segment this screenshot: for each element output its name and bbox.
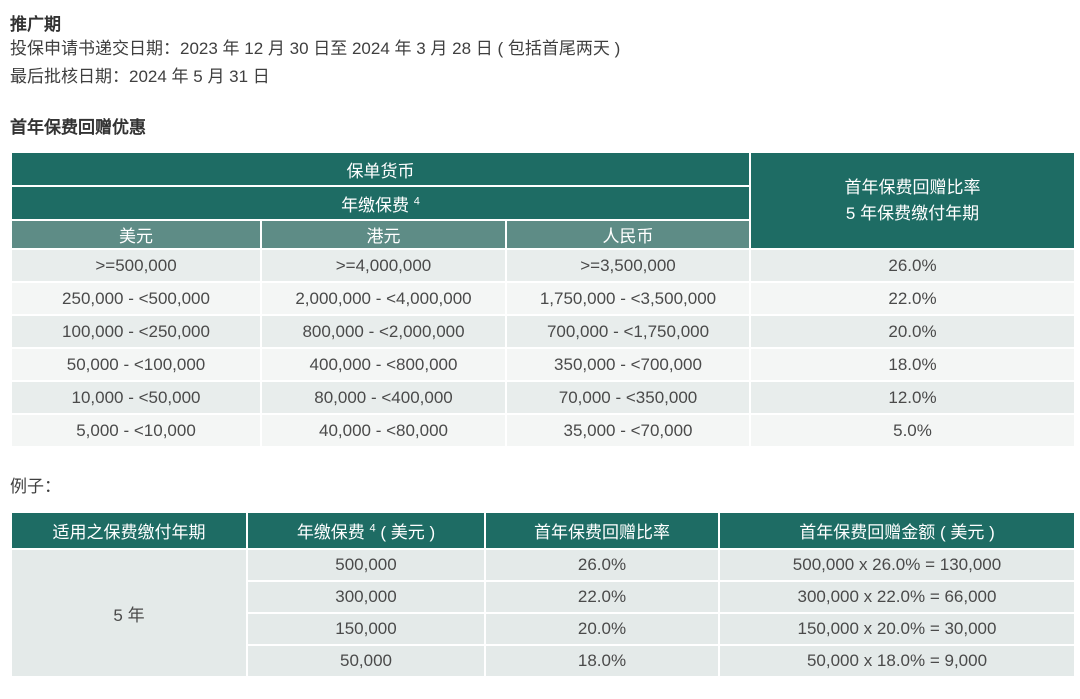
tier-cell: 250,000 - <500,000 xyxy=(10,281,262,316)
promotion-period-section: 推广期 投保申请书递交日期：2023 年 12 月 30 日至 2024 年 3… xyxy=(10,10,1072,91)
premium-tiers-body: >=500,000 >=4,000,000 >=3,500,000 26.0% 250,… xyxy=(10,248,1076,448)
rebate-offer-title: 首年保费回赠优惠 xyxy=(10,118,146,137)
example-cell: 300,000 xyxy=(246,580,486,614)
tier-cell: 18.0% xyxy=(749,347,1076,382)
annual-premium-header-row: 年缴保费 4 xyxy=(10,185,1075,221)
example-row: 300,000 22.0% 300,000 x 22.0% = 66,000 xyxy=(11,580,1076,614)
tier-row: 10,000 - <50,000 80,000 - <400,000 70,000 … xyxy=(10,380,1076,415)
example-cell: 300,000 x 22.0% = 66,000 xyxy=(718,580,1076,614)
footnote-4-marker: 4 xyxy=(369,522,376,535)
currency-subheader-row: 美元 港元 人民币 xyxy=(10,219,1075,250)
payment-term-cell: 5 年 xyxy=(10,548,248,678)
tier-cell: 2,000,000 - <4,000,000 xyxy=(260,281,507,316)
submission-date-line: 投保申请书递交日期：2023 年 12 月 30 日至 2024 年 3 月 2… xyxy=(10,39,621,58)
example-cell: 150,000 x 20.0% = 30,000 xyxy=(718,612,1076,646)
tier-cell: 12.0% xyxy=(749,380,1076,415)
example-cell: 22.0% xyxy=(484,580,720,614)
tier-row: 50,000 - <100,000 400,000 - <800,000 350,0… xyxy=(10,347,1076,382)
tier-row: 5,000 - <10,000 40,000 - <80,000 35,000 - … xyxy=(10,413,1076,448)
tier-row: 100,000 - <250,000 800,000 - <2,000,000 70… xyxy=(10,314,1076,349)
tier-row: >=500,000 >=4,000,000 >=3,500,000 26.0% xyxy=(10,248,1076,283)
tier-cell: >=500,000 xyxy=(10,248,262,283)
rebate-ratio-header-line2: 5 年保费缴付年期 xyxy=(845,203,980,223)
tier-cell: 40,000 - <80,000 xyxy=(260,413,507,448)
tier-cell: >=4,000,000 xyxy=(260,248,507,283)
rebate-ratio-column-header: 首年保费回赠比率 xyxy=(484,511,720,550)
tier-cell: 350,000 - <700,000 xyxy=(505,347,751,382)
tier-cell: 400,000 - <800,000 xyxy=(260,347,507,382)
tier-row: 250,000 - <500,000 2,000,000 - <4,000,000… xyxy=(10,281,1076,316)
tier-cell: 50,000 - <100,000 xyxy=(10,347,262,382)
example-cell: 150,000 xyxy=(246,612,486,646)
policy-currency-header: 保单货币 xyxy=(10,151,751,187)
currency-header-hkd: 港元 xyxy=(260,219,507,250)
tier-cell: >=3,500,000 xyxy=(505,248,751,283)
tier-cell: 800,000 - <2,000,000 xyxy=(260,314,507,349)
tier-cell: 26.0% xyxy=(749,248,1076,283)
currency-header-usd: 美元 xyxy=(10,219,262,250)
tier-cell: 35,000 - <70,000 xyxy=(505,413,751,448)
premium-tier-table: 保单货币 首年保费回赠比率 5 年保费缴付年期 年缴保费 4 美元 港元 人民币… xyxy=(10,151,1076,448)
example-cell: 18.0% xyxy=(484,644,720,678)
tier-cell: 5,000 - <10,000 xyxy=(10,413,262,448)
tier-cell: 700,000 - <1,750,000 xyxy=(505,314,751,349)
annual-premium-header: 年缴保费 4 xyxy=(10,185,751,221)
example-cell: 500,000 x 26.0% = 130,000 xyxy=(718,548,1076,582)
tier-cell: 5.0% xyxy=(749,413,1076,448)
currency-header-rmb: 人民币 xyxy=(505,219,751,250)
tier-cell: 20.0% xyxy=(749,314,1076,349)
tier-cell: 10,000 - <50,000 xyxy=(10,380,262,415)
policy-currency-header-row: 保单货币 首年保费回赠比率 5 年保费缴付年期 xyxy=(10,151,1076,250)
annual-premium-usd-header: 年缴保费 4 ( 美元 ) xyxy=(246,511,486,550)
tier-cell: 70,000 - <350,000 xyxy=(505,380,751,415)
example-cell: 500,000 xyxy=(246,548,486,582)
example-row: 5 年 500,000 26.0% 500,000 x 26.0% = 130,000 xyxy=(10,548,1076,678)
payment-term-header: 适用之保费缴付年期 xyxy=(10,511,248,550)
footnote-4-marker: 4 xyxy=(413,194,420,207)
example-label: 例子： xyxy=(10,477,61,496)
tier-cell: 80,000 - <400,000 xyxy=(260,380,507,415)
rebate-ratio-header-line1: 首年保费回赠比率 xyxy=(844,177,981,197)
rebate-ratio-header: 首年保费回赠比率 5 年保费缴付年期 xyxy=(749,151,1076,250)
approval-date-line: 最后批核日期：2024 年 5 月 31 日 xyxy=(10,67,270,86)
promotion-period-title: 推广期 xyxy=(10,15,61,34)
tier-cell: 22.0% xyxy=(749,281,1076,316)
example-table-body: 5 年 500,000 26.0% 500,000 x 26.0% = 130,000… xyxy=(10,548,1076,678)
rebate-amount-column-header: 首年保费回赠金额 ( 美元 ) xyxy=(718,511,1076,550)
example-table: 适用之保费缴付年期 年缴保费 4 ( 美元 ) 首年保费回赠比率 首年保费回赠金… xyxy=(10,511,1076,678)
example-cell: 26.0% xyxy=(484,548,720,582)
example-row: 50,000 18.0% 50,000 x 18.0% = 9,000 xyxy=(11,644,1076,678)
example-cell: 50,000 x 18.0% = 9,000 xyxy=(718,644,1076,678)
example-header-row: 适用之保费缴付年期 年缴保费 4 ( 美元 ) 首年保费回赠比率 首年保费回赠金… xyxy=(10,511,1076,550)
example-row: 150,000 20.0% 150,000 x 20.0% = 30,000 xyxy=(11,612,1076,646)
tier-cell: 1,750,000 - <3,500,000 xyxy=(505,281,751,316)
tier-cell: 100,000 - <250,000 xyxy=(10,314,262,349)
example-cell: 50,000 xyxy=(246,644,486,678)
example-cell: 20.0% xyxy=(484,612,720,646)
